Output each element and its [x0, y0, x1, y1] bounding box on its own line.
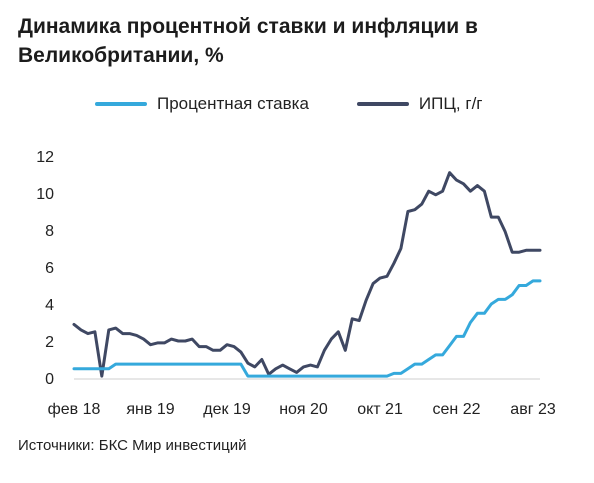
y-tick-label: 8 — [45, 223, 54, 240]
y-tick-label: 4 — [45, 297, 54, 314]
x-tick-label: авг 23 — [510, 401, 556, 418]
x-tick-label: янв 19 — [126, 401, 174, 418]
legend-label-cpi: ИПЦ, г/г — [418, 94, 483, 113]
y-tick-label: 6 — [45, 260, 54, 277]
legend-swatch-cpi — [356, 102, 409, 106]
x-tick-label: фев 18 — [48, 401, 101, 418]
x-axis: фев 18 янв 19 дек 19 ноя 20 окт 21 сен 22 авг … — [48, 401, 556, 418]
x-tick-label: ноя 20 — [279, 401, 328, 418]
y-axis: 0 2 4 6 8 10 12 — [36, 149, 54, 388]
series-group — [72, 171, 542, 378]
x-tick-label: сен 22 — [433, 401, 481, 418]
x-tick-label: дек 19 — [203, 401, 251, 418]
legend-swatch-rate — [95, 102, 147, 106]
legend-label-rate: Процентная ставка — [157, 94, 309, 113]
chart-title: Динамика процентной ставки и инфляции в … — [18, 15, 478, 67]
y-tick-label: 0 — [45, 371, 54, 388]
y-tick-label: 10 — [36, 186, 54, 203]
series-line-rate — [72, 279, 542, 378]
y-tick-label: 12 — [36, 149, 54, 166]
y-tick-label: 2 — [45, 334, 54, 351]
legend: Процентная ставка ИПЦ, г/г — [95, 92, 531, 116]
legend-item-rate: Процентная ставка — [95, 94, 309, 114]
source-note: Источники: БКС Мир инвестиций — [18, 437, 247, 454]
legend-item-cpi: ИПЦ, г/г — [356, 94, 483, 114]
series-line-cpi — [72, 171, 542, 378]
x-tick-label: окт 21 — [357, 401, 403, 418]
